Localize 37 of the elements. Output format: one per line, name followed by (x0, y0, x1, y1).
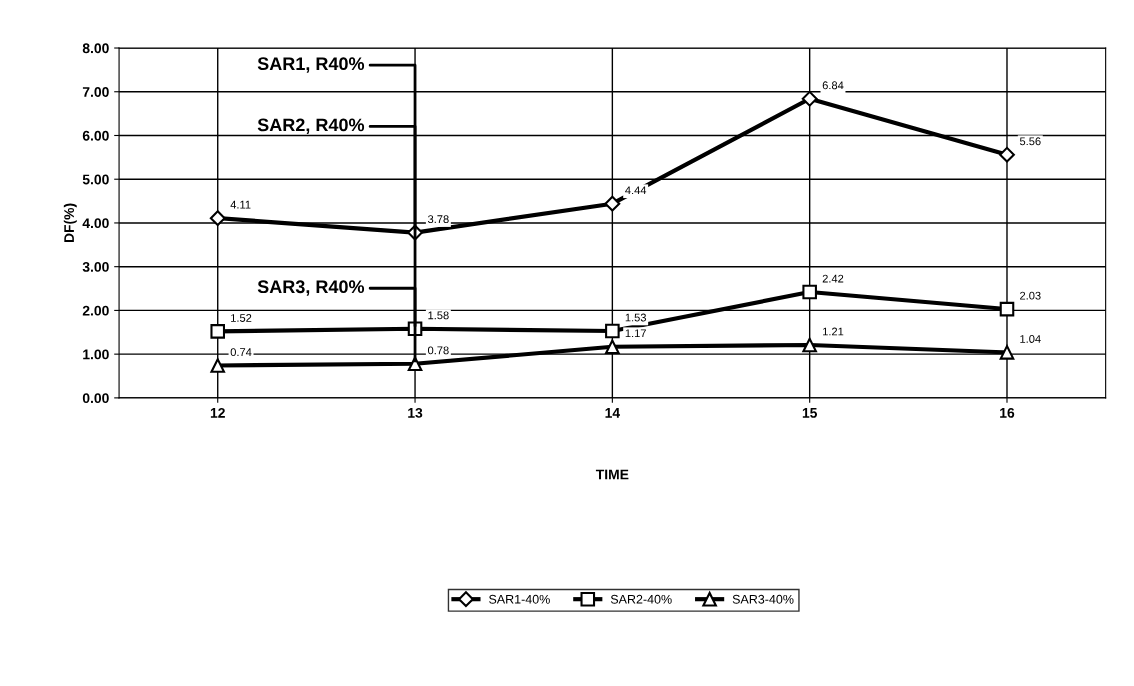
data-label: 2.42 (822, 274, 844, 283)
y-axis-title: DF(%) (63, 203, 77, 243)
data-label: 4.44 (625, 186, 647, 195)
data-label: 1.04 (1020, 335, 1041, 343)
data-label: 2.03 (1020, 291, 1041, 300)
annotation: SAR1, R40% (257, 57, 365, 73)
data-label: 1.52 (231, 314, 252, 322)
x-tick-label: 12 (210, 407, 225, 418)
data-label: 4.11 (230, 200, 251, 209)
y-tick-label: 6.00 (82, 130, 109, 141)
legend-label: SAR2-40% (610, 594, 672, 604)
x-axis-title: TIME (595, 469, 629, 480)
data-label: 0.74 (230, 348, 252, 356)
x-tick-label: 14 (605, 408, 621, 418)
y-tick-label: 0.00 (82, 393, 109, 404)
data-label: 5.56 (1019, 137, 1041, 146)
y-tick-label: 3.00 (82, 262, 109, 272)
data-label: 3.78 (427, 215, 449, 224)
x-tick-label: 16 (1000, 407, 1015, 418)
legend-label: SAR1-40% (489, 594, 550, 604)
x-tick-label: 13 (408, 407, 423, 418)
x-tick-label: 15 (802, 408, 818, 418)
y-tick-label: 1.00 (83, 349, 109, 360)
y-tick-label: 4.00 (82, 218, 109, 229)
data-label: 6.84 (822, 81, 844, 90)
data-label: 1.53 (625, 313, 646, 322)
legend-label: SAR3-40% (732, 594, 794, 604)
y-tick-label: 8.00 (82, 43, 109, 54)
y-tick-label: 7.00 (82, 87, 109, 97)
data-label: 0.78 (427, 346, 449, 355)
data-label: 1.21 (823, 327, 844, 336)
annotation: SAR3, R40% (257, 280, 365, 296)
y-tick-label: 5.00 (82, 174, 109, 185)
annotation: SAR2, R40% (257, 118, 365, 134)
data-label: 1.17 (625, 329, 646, 338)
data-label: 1.58 (428, 311, 449, 320)
y-tick-label: 2.00 (82, 305, 109, 316)
